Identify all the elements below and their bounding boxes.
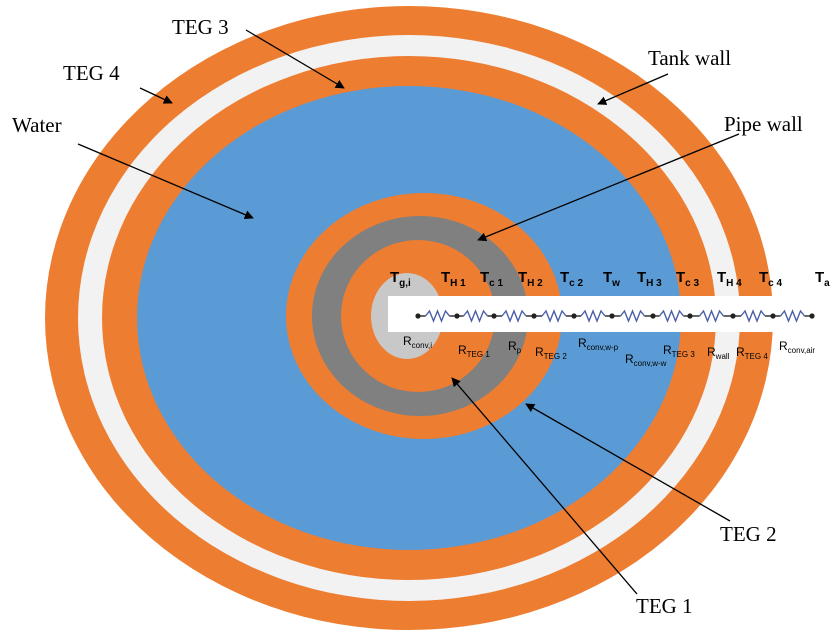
- node-label: Tc 2: [560, 269, 584, 289]
- node-dot-5: [571, 313, 577, 319]
- resistor-gap: [463, 310, 488, 322]
- resistor-5: [580, 309, 606, 323]
- node-dot-2: [454, 313, 460, 319]
- resistor-gap: [741, 310, 765, 322]
- node-label: Tw: [603, 269, 620, 289]
- resistor-gap: [620, 310, 645, 322]
- node-label: Tc 4: [759, 269, 783, 289]
- node-dot-7: [650, 313, 656, 319]
- tank-wall-label: Tank wall: [648, 46, 731, 70]
- node-label: Ta: [815, 269, 830, 289]
- resistance-label: RTEG 1: [458, 343, 490, 359]
- resistor-4: [541, 309, 567, 323]
- node-label: TH 2: [518, 269, 543, 289]
- water-arrow: [77, 143, 254, 220]
- callout-labels: TEG 3 TEG 4 Tank wall Water Pipe wall TE…: [12, 15, 803, 618]
- resistance-label: Rconv,w-w: [625, 352, 667, 368]
- resistor-gap: [581, 310, 605, 322]
- resistor-10: [779, 309, 806, 323]
- pipe-wall-arrow: [477, 133, 740, 242]
- node-label: TH 4: [717, 269, 742, 289]
- resistance-labels: Rconv,i RTEG 1Rp RTEG 2Rconv,w-pRconv,w-wR…: [403, 334, 815, 368]
- resistance-label: Rwall: [707, 345, 730, 361]
- node-dot-4: [531, 313, 537, 319]
- teg4-label: TEG 4: [63, 61, 120, 85]
- resistance-label: Rconv,air: [779, 339, 815, 355]
- teg2-arrow: [525, 403, 731, 522]
- resistor-2: [462, 309, 489, 323]
- tank-wall-arrow: [597, 73, 669, 105]
- resistor-gap: [659, 310, 684, 322]
- resistor-6: [619, 309, 646, 323]
- resistor-3: [501, 309, 527, 323]
- leader-arrows: [77, 29, 740, 595]
- teg3-arrow: [245, 29, 345, 89]
- resistance-label: Rp: [508, 339, 522, 355]
- node-dot-1: [415, 313, 421, 319]
- resistor-1: [424, 309, 451, 323]
- pipe-wall-label: Pipe wall: [724, 112, 803, 136]
- teg1-label: TEG 1: [636, 594, 693, 618]
- node-label: TH 1: [441, 269, 466, 289]
- node-dot-3: [491, 313, 497, 319]
- teg3-label: TEG 3: [172, 15, 229, 39]
- teg1-arrow: [451, 377, 638, 595]
- node-dot-6: [609, 313, 615, 319]
- resistor-gap: [780, 310, 805, 322]
- resistor-gap: [542, 310, 566, 322]
- node-label: TH 3: [637, 269, 662, 289]
- node-dot-11: [809, 313, 815, 319]
- resistor-9: [740, 309, 766, 323]
- resistance-label: RTEG 3: [663, 343, 695, 359]
- node-labels: Tg,i TH 1 Tc 1 TH 2 Tc 2 Tw TH 3 Tc 3 TH 4 Tc 4 Ta: [390, 269, 830, 289]
- node-label: Tg,i: [390, 269, 411, 289]
- resistance-label: RTEG 2: [535, 345, 567, 361]
- node-dot-8: [687, 313, 693, 319]
- resistance-label: Rconv,w-p: [578, 336, 619, 352]
- resistance-label: RTEG 4: [736, 345, 768, 361]
- node-dot-10: [770, 313, 776, 319]
- resistance-label: Rconv,i: [403, 334, 432, 350]
- resistor-gap: [502, 310, 526, 322]
- resistor-8: [698, 309, 725, 323]
- resistor-gap: [425, 310, 450, 322]
- teg2-label: TEG 2: [720, 522, 777, 546]
- node-label: Tc 1: [480, 269, 504, 289]
- teg4-arrow: [139, 87, 173, 104]
- node-dot-9: [730, 313, 736, 319]
- thermal-resistance-network: [415, 309, 815, 323]
- resistor-7: [658, 309, 685, 323]
- resistor-gap: [699, 310, 724, 322]
- water-label: Water: [12, 113, 62, 137]
- node-label: Tc 3: [676, 269, 700, 289]
